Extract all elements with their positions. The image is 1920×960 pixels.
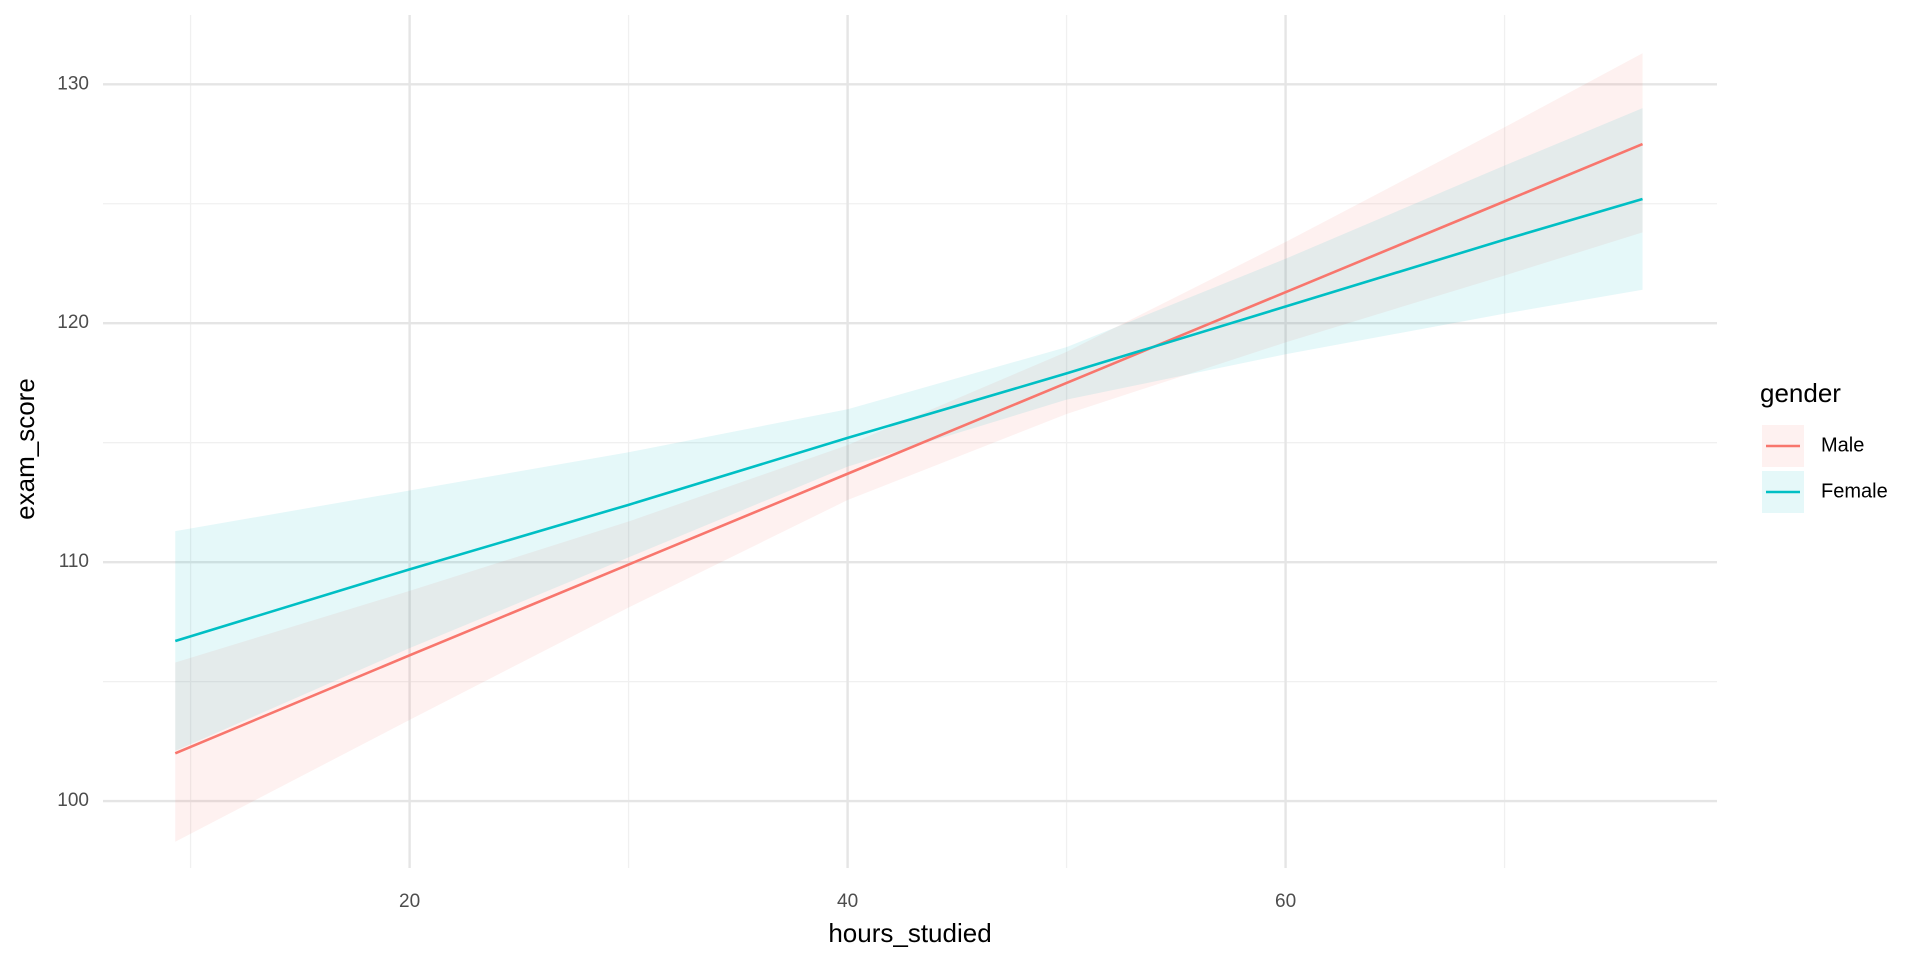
y-tick-label: 120	[57, 312, 89, 333]
series-line	[174, 197, 1643, 643]
x-tick-label: 40	[837, 891, 858, 912]
legend-label: Female	[1821, 480, 1888, 502]
confidence-ribbon	[175, 108, 1643, 751]
legend-label: Male	[1821, 434, 1864, 456]
y-tick-label: 100	[57, 790, 89, 811]
x-tick-label: 20	[399, 891, 420, 912]
y-axis-title: exam_score	[10, 378, 40, 520]
x-tick-label: 60	[1275, 891, 1296, 912]
legend-title: gender	[1760, 378, 1841, 408]
y-tick-label: 130	[57, 73, 89, 94]
x-axis-title: hours_studied	[828, 918, 991, 948]
series-line	[174, 142, 1644, 755]
y-tick-label: 110	[59, 551, 89, 572]
